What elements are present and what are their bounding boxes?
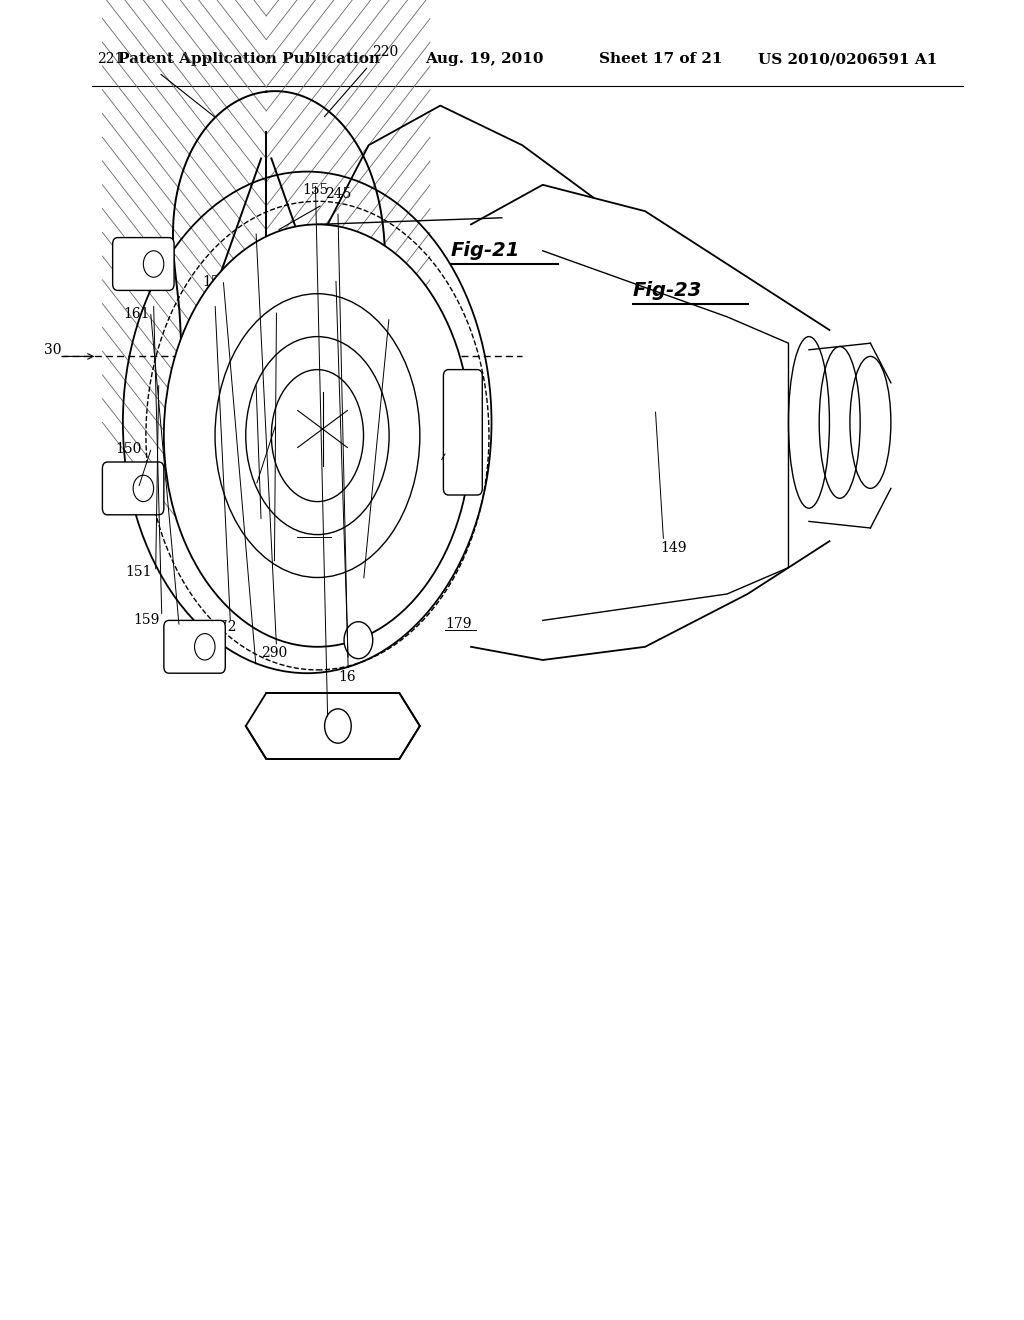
Text: 157: 157 — [297, 525, 324, 539]
Text: 221: 221 — [97, 51, 124, 66]
Text: Patent Application Publication: Patent Application Publication — [118, 53, 380, 66]
Text: 153: 153 — [241, 483, 267, 496]
Text: 159: 159 — [133, 614, 160, 627]
Text: 163: 163 — [442, 447, 469, 461]
FancyBboxPatch shape — [102, 462, 164, 515]
Text: 16: 16 — [338, 671, 355, 684]
Text: Sheet 17 of 21: Sheet 17 of 21 — [599, 53, 723, 66]
Text: 220: 220 — [372, 45, 398, 59]
Text: $\alpha$: $\alpha$ — [238, 314, 250, 333]
Text: 151: 151 — [203, 276, 229, 289]
Text: 245: 245 — [325, 186, 351, 201]
Text: 151: 151 — [356, 579, 383, 593]
Text: Fig-23: Fig-23 — [633, 281, 702, 300]
Text: 149: 149 — [660, 541, 687, 554]
Text: 30: 30 — [44, 343, 61, 356]
Text: 92: 92 — [268, 562, 286, 576]
FancyBboxPatch shape — [443, 370, 482, 495]
Text: 290: 290 — [261, 647, 288, 660]
Text: 172: 172 — [210, 620, 237, 634]
Text: US 2010/0206591 A1: US 2010/0206591 A1 — [758, 53, 937, 66]
Polygon shape — [246, 693, 420, 759]
Text: 249: 249 — [307, 279, 334, 293]
Text: 161: 161 — [123, 308, 150, 321]
Text: 151: 151 — [125, 565, 152, 578]
Polygon shape — [173, 91, 385, 488]
Text: Aug. 19, 2010: Aug. 19, 2010 — [425, 53, 544, 66]
FancyBboxPatch shape — [113, 238, 174, 290]
Text: 144: 144 — [323, 276, 349, 289]
Text: Fig-21: Fig-21 — [451, 242, 520, 260]
Text: 165: 165 — [244, 379, 270, 392]
Ellipse shape — [164, 224, 471, 647]
FancyBboxPatch shape — [164, 620, 225, 673]
Circle shape — [344, 622, 373, 659]
Text: 155: 155 — [302, 183, 329, 197]
Text: 150: 150 — [116, 442, 142, 455]
Text: 179: 179 — [445, 618, 472, 631]
